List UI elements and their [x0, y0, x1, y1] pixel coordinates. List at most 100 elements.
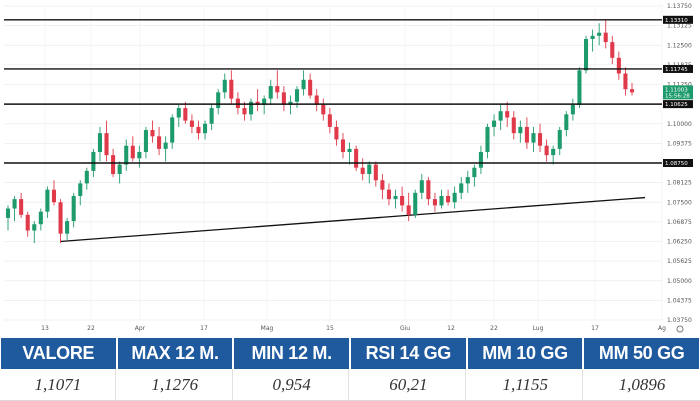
candle-body — [459, 183, 464, 193]
current-price-tag — [663, 85, 693, 100]
stats-value-row: 1,1071 1,1276 0,954 60,21 1,1155 1,0896 — [0, 369, 700, 401]
candle-body — [32, 224, 37, 231]
candle-body — [58, 202, 63, 234]
settings-icon — [676, 325, 684, 333]
y-tick-label: 1.10000 — [667, 121, 692, 128]
candle-body — [367, 164, 372, 174]
candle-body — [478, 152, 483, 168]
candle-body — [511, 117, 516, 134]
candle-body — [524, 126, 529, 143]
candle-body — [157, 136, 162, 149]
candle-body — [393, 195, 398, 200]
x-tick-label: Mag — [261, 325, 274, 332]
y-tick-label: 1.04375 — [667, 297, 692, 304]
candlestick-chart-svg: 1.137501.131251.125001.118751.112501.106… — [4, 3, 693, 333]
level-tag-bg — [663, 159, 693, 167]
y-tick-label: 1.07500 — [667, 199, 692, 206]
y-tick-label: 1.13125 — [667, 23, 692, 30]
candle-body — [19, 199, 24, 215]
x-tick-label: Apr — [135, 325, 146, 332]
candle-body — [505, 111, 510, 118]
candle-body — [386, 189, 392, 200]
candle-body — [216, 92, 221, 109]
candle-body — [327, 114, 332, 127]
candle-body — [235, 98, 240, 109]
x-tick-label: Ag — [658, 325, 666, 332]
candle-body — [360, 167, 365, 174]
candle-body — [150, 130, 155, 137]
candle-body — [314, 95, 319, 105]
candle-body — [51, 189, 57, 203]
candle-body — [84, 170, 89, 184]
header-mm-10gg: MM 10 GG — [467, 338, 583, 369]
candle-body — [446, 195, 451, 203]
candle-body — [176, 108, 181, 118]
candle-body — [577, 70, 582, 105]
candle-body — [209, 108, 214, 124]
x-tick-label: 17 — [200, 325, 208, 332]
x-tick-label: 13 — [41, 325, 49, 332]
level-tag-label: 1.13310 — [665, 18, 688, 24]
candle-body — [616, 57, 621, 74]
candle-body — [183, 108, 188, 121]
level-tag-bg — [663, 100, 693, 109]
candle-body — [130, 145, 135, 159]
candle-body — [419, 180, 424, 193]
candle-body — [380, 180, 385, 190]
x-tick-label: 12 — [447, 325, 455, 332]
candle-body — [255, 101, 260, 105]
candle-body — [248, 101, 254, 115]
header-min-12m: MIN 12 M. — [234, 338, 350, 369]
candle-body — [242, 108, 247, 115]
candle-body — [137, 152, 142, 159]
candle-body — [610, 42, 615, 58]
candle-body — [551, 148, 556, 156]
x-tick-label: 22 — [87, 325, 95, 332]
y-tick-label: 1.05000 — [667, 278, 692, 285]
stats-header-row: VALORE MAX 12 M. MIN 12 M. RSI 14 GG MM … — [0, 338, 700, 369]
candle-body — [288, 101, 293, 105]
candle-body — [104, 133, 109, 156]
candle-body — [143, 130, 148, 153]
candle-body — [294, 89, 300, 102]
candle-body — [452, 192, 457, 203]
level-tag-label: 1.10625 — [665, 102, 688, 108]
candle-body — [222, 79, 227, 93]
candle-body — [111, 155, 116, 174]
candle-body — [498, 111, 503, 121]
candle-body — [340, 139, 346, 153]
y-tick-label: 1.09375 — [667, 140, 692, 147]
candle-body — [590, 35, 595, 39]
y-tick-label: 1.05625 — [667, 258, 692, 265]
x-tick-label: 17 — [591, 325, 599, 332]
current-price-time: 15:56:28 — [665, 93, 690, 99]
candle-body — [334, 126, 339, 140]
header-mm-50gg: MM 50 GG — [584, 338, 700, 369]
value-rsi-14gg: 60,21 — [351, 369, 467, 400]
support-trendline — [59, 196, 646, 243]
candle-body — [189, 120, 194, 127]
candle-body — [400, 195, 405, 206]
y-tick-label: 1.03750 — [667, 317, 692, 324]
candle-body — [301, 79, 306, 90]
x-tick-label: Lug — [533, 325, 544, 332]
y-tick-label: 1.06250 — [667, 239, 692, 246]
y-tick-label: 1.11250 — [667, 82, 692, 89]
candle-body — [229, 79, 234, 99]
header-valore: VALORE — [1, 338, 116, 369]
candle-body — [5, 208, 11, 218]
value-mm-10gg: 1,1155 — [468, 369, 584, 400]
candle-body — [413, 192, 418, 215]
candle-body — [544, 145, 549, 156]
value-max-12m: 1,1276 — [118, 369, 233, 400]
stats-table: VALORE MAX 12 M. MIN 12 M. RSI 14 GG MM … — [0, 338, 700, 401]
header-rsi-14gg: RSI 14 GG — [351, 338, 466, 369]
value-min-12m: 0,954 — [235, 369, 350, 400]
candle-body — [117, 164, 122, 174]
candle-body — [557, 130, 562, 149]
candle-body — [268, 86, 273, 99]
candle-body — [65, 221, 70, 234]
candle-body — [97, 133, 102, 153]
candle-body — [170, 117, 175, 143]
candle-body — [124, 145, 129, 165]
